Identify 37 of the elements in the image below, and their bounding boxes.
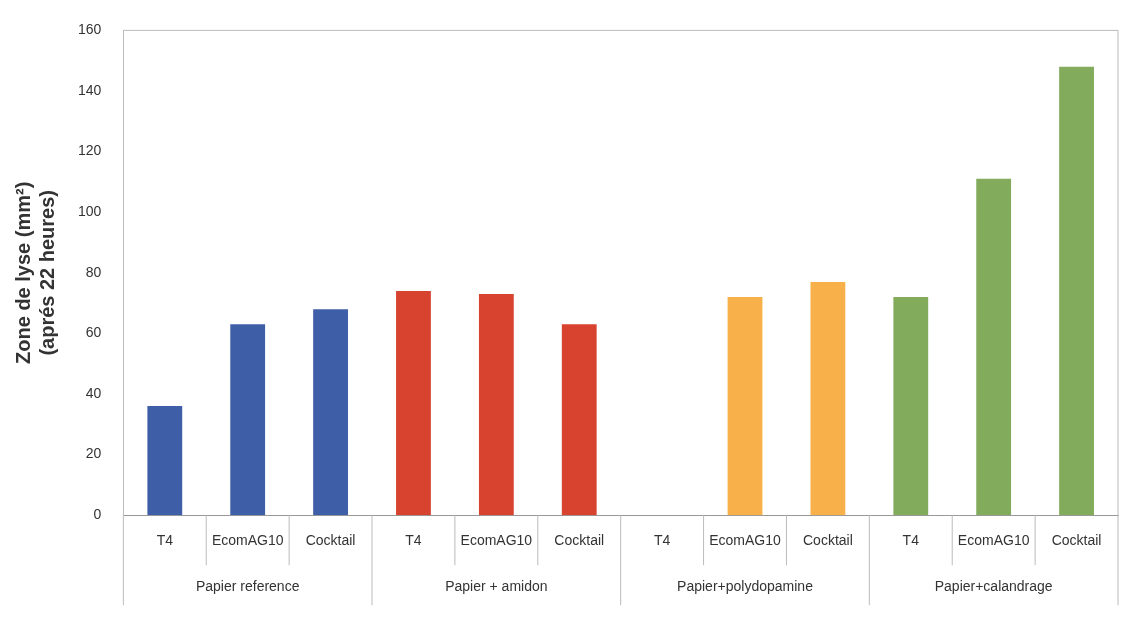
x-tick-label: T4 xyxy=(653,532,671,549)
x-tick-label: Cocktail xyxy=(803,532,853,549)
x-tick-label: EcomAG10 xyxy=(709,532,782,549)
bar xyxy=(396,290,431,516)
bar xyxy=(478,294,514,516)
y-axis-title: Zone de lyse (mm²) (aprés 22 heures) xyxy=(11,181,58,364)
text: Papier+polydopamine xyxy=(677,578,814,595)
x-tick-label: Cocktail xyxy=(1051,532,1102,549)
x-tick-label: T4 xyxy=(405,532,422,549)
x-tick-label: Cocktail xyxy=(305,532,356,549)
y-tick-label: 100 xyxy=(78,203,102,220)
bar xyxy=(727,297,763,516)
text: Papier reference xyxy=(195,578,300,595)
bar xyxy=(230,324,266,516)
y-tick-label: 120 xyxy=(78,142,102,159)
bar xyxy=(313,309,348,516)
bar xyxy=(893,297,929,516)
x-tick-label: Cocktail xyxy=(554,532,605,549)
y-tick-label: 160 xyxy=(78,21,102,38)
x-tick-label: T4 xyxy=(902,532,920,549)
bar xyxy=(147,406,183,516)
x-tick-label: EcomAG10 xyxy=(211,532,284,549)
x-tick-label: EcomAG10 xyxy=(957,532,1030,549)
bar xyxy=(976,178,1012,516)
text: Papier + amidon xyxy=(445,578,548,595)
y-tick-label: 80 xyxy=(85,263,102,280)
bar xyxy=(1059,66,1094,516)
y-tick-label: 140 xyxy=(78,81,102,98)
text: Papier+calandrage xyxy=(934,578,1053,595)
y-tick-label: 0 xyxy=(93,506,102,523)
y-tick-label: 20 xyxy=(85,445,102,462)
bar xyxy=(810,281,846,516)
x-tick-label: EcomAG10 xyxy=(460,532,533,549)
y-tick-label: 40 xyxy=(85,384,102,401)
bar xyxy=(561,324,597,516)
x-tick-label: T4 xyxy=(156,532,174,549)
y-tick-label: 60 xyxy=(85,324,102,341)
